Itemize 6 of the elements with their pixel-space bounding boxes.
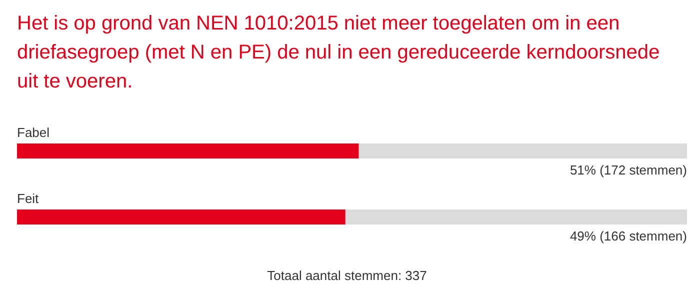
chart-title: Het is op grond van NEN 1010:2015 niet meer toegelaten om in een driefasegroep (met N en PE) de nul in een gereduceerde kerndoorsnede uit te voeren. <box>17 12 666 92</box>
y-tick-label: Fabel <box>17 125 50 140</box>
y-tick-label: Feit <box>17 191 40 206</box>
data-label: 51% (172 stemmen) <box>570 162 687 178</box>
data-label: 49% (166 stemmen) <box>570 228 687 244</box>
text: Totaal aantal stemmen: 337 <box>267 268 427 283</box>
